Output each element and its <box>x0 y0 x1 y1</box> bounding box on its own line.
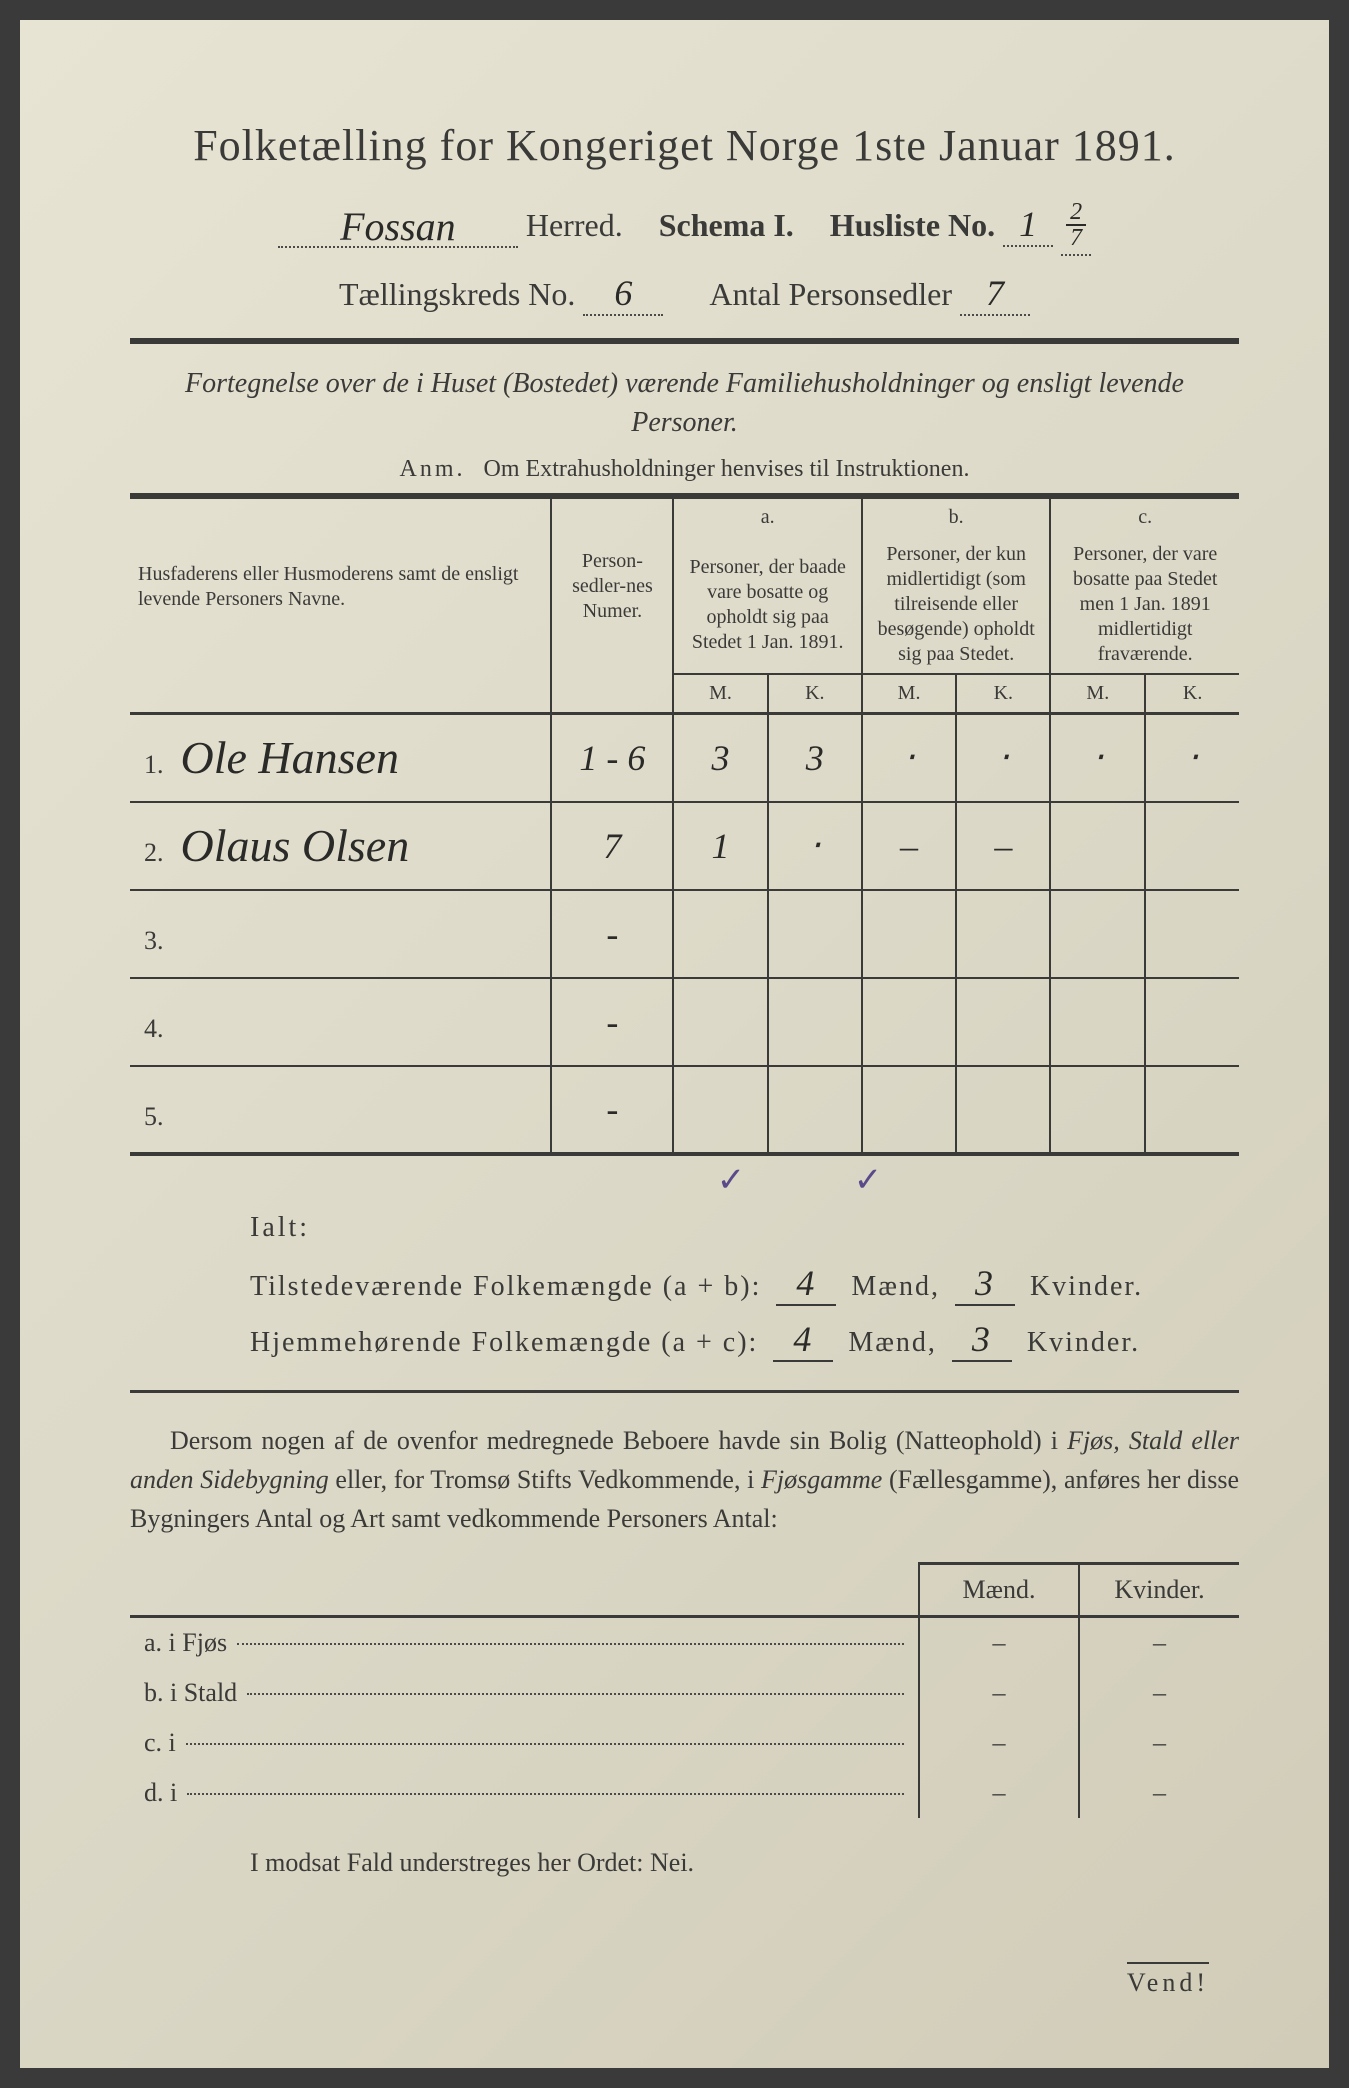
lower-k-cell: – <box>1079 1668 1239 1718</box>
num-cell: - <box>551 978 673 1066</box>
schema-label: Schema I. <box>659 207 794 244</box>
nei-line: I modsat Fald understreges her Ordet: Ne… <box>250 1848 1239 1878</box>
anm-line: Anm. Om Extrahusholdninger henvises til … <box>130 456 1239 483</box>
page-title: Folketælling for Kongeriget Norge 1ste J… <box>130 120 1239 171</box>
main-table: Husfaderens eller Husmoderens samt de en… <box>130 493 1239 1156</box>
table-row: 4. - <box>130 978 1239 1066</box>
col-b-k: K. <box>957 675 1049 712</box>
num-cell: - <box>551 890 673 978</box>
herred-label: Herred. <box>526 207 623 244</box>
subtitle: Fortegnelse over de i Huset (Bostedet) v… <box>130 364 1239 442</box>
lower-table-row: d. i–– <box>130 1768 1239 1818</box>
col-c-top: c. <box>1050 496 1239 536</box>
col-c-cell <box>1050 890 1239 978</box>
husliste-fraction: 2 7 <box>1066 200 1086 250</box>
census-form-page: Folketælling for Kongeriget Norge 1ste J… <box>20 20 1329 2068</box>
antal-label: Antal Personsedler <box>709 276 952 313</box>
col-a-top: a. <box>673 496 862 536</box>
col-b-cell <box>862 1066 1051 1154</box>
num-cell: 1 - 6 <box>551 714 673 802</box>
col-b-text: Personer, der kun midlertidigt (som tilr… <box>862 536 1051 674</box>
header-line-1: Fossan Herred. Schema I. Husliste No. 1 … <box>130 199 1239 256</box>
col-b-cell <box>862 890 1051 978</box>
col-name-header: Husfaderens eller Husmoderens samt de en… <box>130 496 551 674</box>
col-c-cell <box>1050 978 1239 1066</box>
lower-k-cell: – <box>1079 1768 1239 1818</box>
lower-m-cell: – <box>919 1668 1079 1718</box>
lower-maend-header: Mænd. <box>919 1563 1079 1616</box>
col-num-header: Person-sedler-nes Numer. <box>551 496 673 674</box>
lower-table-row: a. i Fjøs–– <box>130 1616 1239 1668</box>
ialt-line-2: Hjemmehørende Folkemængde (a + c): 4 Mæn… <box>250 1318 1239 1362</box>
col-a-cell <box>673 978 862 1066</box>
col-c-k: K. <box>1146 675 1239 712</box>
col-a-k: K. <box>769 675 861 712</box>
lower-header-row: Mænd. Kvinder. <box>130 1563 1239 1616</box>
col-c-m: M. <box>1051 675 1146 712</box>
mk-header-row: M. K. M. K. M. K. <box>130 674 1239 714</box>
name-cell: 2. Olaus Olsen <box>130 802 551 890</box>
lower-table: Mænd. Kvinder. a. i Fjøs––b. i Stald––c.… <box>130 1562 1239 1818</box>
col-c-cell <box>1050 802 1239 890</box>
antal-value: 7 <box>986 273 1004 313</box>
ialt-title: Ialt: <box>250 1212 1239 1244</box>
lower-k-cell: – <box>1079 1616 1239 1668</box>
lower-table-row: c. i–– <box>130 1718 1239 1768</box>
herred-value: Fossan <box>340 204 456 249</box>
table-row: 5. - <box>130 1066 1239 1154</box>
col-c-text: Personer, der vare bosatte paa Stedet me… <box>1050 536 1239 674</box>
col-a-cell: 33 <box>673 714 862 802</box>
lower-m-cell: – <box>919 1616 1079 1668</box>
col-b-cell: ‧‧ <box>862 714 1051 802</box>
name-cell: 1. Ole Hansen <box>130 714 551 802</box>
divider <box>130 338 1239 344</box>
lower-m-cell: – <box>919 1768 1079 1818</box>
col-b-top: b. <box>862 496 1051 536</box>
name-cell: 3. <box>130 890 551 978</box>
table-row: 3. - <box>130 890 1239 978</box>
name-cell: 4. <box>130 978 551 1066</box>
col-b-cell <box>862 978 1051 1066</box>
divider-2 <box>130 1390 1239 1393</box>
lower-table-row: b. i Stald–– <box>130 1668 1239 1718</box>
header-line-2: Tællingskreds No. 6 Antal Personsedler 7 <box>130 272 1239 316</box>
husliste-label: Husliste No. <box>830 207 995 244</box>
lower-kvinder-header: Kvinder. <box>1079 1563 1239 1616</box>
col-c-cell <box>1050 1066 1239 1154</box>
ialt-block: Ialt: Tilstedeværende Folkemængde (a + b… <box>250 1212 1239 1362</box>
lower-label-cell: d. i <box>130 1768 919 1818</box>
num-cell: 7 <box>551 802 673 890</box>
col-a-m: M. <box>674 675 768 712</box>
col-b-cell: –– <box>862 802 1051 890</box>
anm-text: Om Extrahusholdninger henvises til Instr… <box>484 456 970 482</box>
lower-label-cell: c. i <box>130 1718 919 1768</box>
husliste-no: 1 <box>1019 204 1037 244</box>
col-c-cell: ‧‧ <box>1050 714 1239 802</box>
table-header-top: Husfaderens eller Husmoderens samt de en… <box>130 496 1239 536</box>
kreds-no: 6 <box>614 273 632 313</box>
table-row: 1. Ole Hansen1 - 633‧‧‧‧ <box>130 714 1239 802</box>
col-b-m: M. <box>863 675 957 712</box>
name-cell: 5. <box>130 1066 551 1154</box>
lower-label-cell: b. i Stald <box>130 1668 919 1718</box>
anm-label: Anm. <box>400 456 466 482</box>
col-a-text: Personer, der baade vare bosatte og opho… <box>673 536 862 674</box>
col-a-cell: 1‧ <box>673 802 862 890</box>
col-a-cell <box>673 890 862 978</box>
table-row: 2. Olaus Olsen71‧–– <box>130 802 1239 890</box>
vend-label: Vend! <box>1127 1962 1209 1998</box>
kreds-label: Tællingskreds No. <box>339 276 575 313</box>
lower-label-cell: a. i Fjøs <box>130 1616 919 1668</box>
col-a-cell <box>673 1066 862 1154</box>
ialt-line-1: Tilstedeværende Folkemængde (a + b): 4 M… <box>250 1262 1239 1306</box>
num-cell: - <box>551 1066 673 1154</box>
bolig-paragraph: Dersom nogen af de ovenfor medregnede Be… <box>130 1421 1239 1538</box>
checkmarks: ✓ ✓ <box>130 1160 1239 1200</box>
lower-m-cell: – <box>919 1718 1079 1768</box>
lower-k-cell: – <box>1079 1718 1239 1768</box>
